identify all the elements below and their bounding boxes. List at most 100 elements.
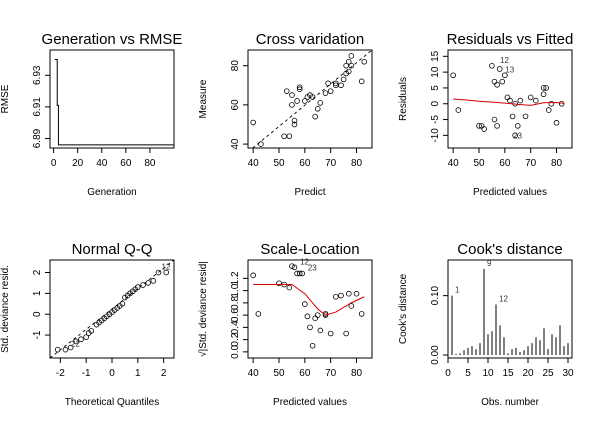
data-point	[348, 303, 355, 309]
data-point	[289, 92, 295, 98]
x-tick-label: 1	[135, 368, 141, 379]
data-point	[545, 107, 552, 113]
chart-panel-1: Generation vs RMSE Generation RMSE 0 20 40 60 8…	[0, 31, 182, 198]
data-point	[317, 100, 324, 106]
data-point	[296, 86, 303, 92]
data-point	[309, 94, 316, 100]
data-point	[155, 269, 162, 276]
x-tick-label: -2	[56, 368, 65, 379]
data-point	[135, 284, 141, 290]
data-point	[553, 119, 560, 126]
data-point	[296, 270, 303, 277]
plot-area	[450, 63, 565, 139]
y-tick-label: 6.89	[32, 128, 43, 148]
data-point	[289, 102, 295, 108]
plot-area	[250, 50, 372, 148]
chart-title: Normal Q-Q	[72, 241, 153, 258]
plot-area	[250, 263, 365, 349]
data-point	[250, 272, 256, 279]
data-point	[78, 336, 84, 343]
point-annotation: 23	[308, 263, 317, 272]
data-point	[296, 84, 303, 91]
y-tick-label: 0.10	[430, 285, 441, 305]
data-point	[348, 53, 355, 59]
y-tick-label: 0.4	[230, 320, 241, 334]
point-annotation: 12	[500, 56, 509, 65]
data-point	[548, 100, 555, 107]
data-point	[83, 334, 89, 340]
y-tick-label: 6.91	[32, 97, 43, 117]
plot-frame	[49, 49, 175, 149]
data-point	[507, 97, 513, 104]
y-tick-label: -10	[430, 128, 441, 143]
y-axis-label: Measure	[198, 79, 209, 118]
chart-panel-3: Residuals vs Fitted Predicted values Resid…	[398, 31, 573, 198]
chart-title: Cook's distance	[457, 241, 562, 258]
data-point	[358, 311, 365, 317]
data-point	[343, 330, 349, 337]
series-line	[54, 58, 174, 146]
data-point	[309, 342, 316, 349]
data-point	[345, 58, 352, 65]
point-annotation: 12	[162, 263, 171, 272]
x-axis-label: Predict	[294, 187, 325, 198]
data-point	[302, 301, 308, 307]
data-point	[294, 98, 300, 104]
data-point	[491, 78, 498, 85]
x-tick-label: 50	[473, 158, 485, 169]
data-point	[358, 78, 365, 85]
plot-area	[54, 58, 174, 146]
x-tick-label: 25	[542, 368, 554, 379]
data-point	[491, 116, 498, 123]
data-point	[333, 293, 339, 300]
x-tick-label: 15	[502, 368, 514, 379]
y-tick-label: 6.93	[32, 65, 43, 85]
data-point	[140, 282, 146, 288]
y-tick-label: 2	[32, 269, 43, 275]
y-tick-label: 0	[430, 101, 441, 107]
plot-frame	[247, 259, 373, 359]
x-tick-label: 40	[248, 368, 260, 379]
y-tick-label: -5	[430, 115, 441, 124]
smooth-line	[253, 284, 365, 316]
y-tick-label: 40	[230, 138, 241, 150]
y-axis-label: √|Std. deviance resid|	[197, 261, 209, 357]
data-point	[338, 292, 344, 299]
x-axis-label: Generation	[87, 187, 136, 198]
data-point	[496, 66, 503, 72]
data-point	[54, 346, 61, 353]
y-tick-label: 0.0	[230, 344, 241, 358]
data-point	[255, 311, 262, 317]
y-tick-label: 10	[430, 66, 441, 78]
y-tick-label: 0.2	[230, 332, 241, 346]
data-point	[276, 280, 282, 287]
x-tick-label: 70	[325, 368, 337, 379]
data-point	[494, 81, 500, 88]
y-axis-label: Std. deviance resid.	[0, 265, 11, 353]
x-tick-label: 2	[161, 368, 167, 379]
chart-title: Cross varidation	[256, 31, 364, 48]
data-point	[286, 284, 293, 291]
data-point	[322, 90, 329, 96]
data-point	[322, 312, 329, 318]
x-tick-label: 60	[299, 158, 311, 169]
data-point	[494, 123, 500, 129]
data-point	[286, 133, 293, 140]
data-point	[348, 62, 355, 69]
data-point	[450, 72, 456, 79]
x-tick-label: -1	[82, 368, 91, 379]
data-point	[258, 141, 264, 147]
data-point	[325, 80, 331, 87]
x-axis-label: Theoretical Quantiles	[65, 397, 160, 408]
y-tick-label: 0.00	[430, 345, 441, 365]
data-point	[163, 269, 170, 276]
chart-panel-2: Cross varidation Predict Measure 40 50 60 70 80…	[198, 31, 373, 198]
plot-frame	[247, 49, 373, 149]
y-tick-label: 1.2	[230, 271, 241, 285]
x-tick-label: 80	[351, 158, 363, 169]
point-annotation: 13	[505, 65, 514, 74]
x-tick-label: 80	[144, 158, 156, 169]
data-point	[533, 97, 539, 104]
x-axis-label: Obs. number	[481, 397, 539, 408]
